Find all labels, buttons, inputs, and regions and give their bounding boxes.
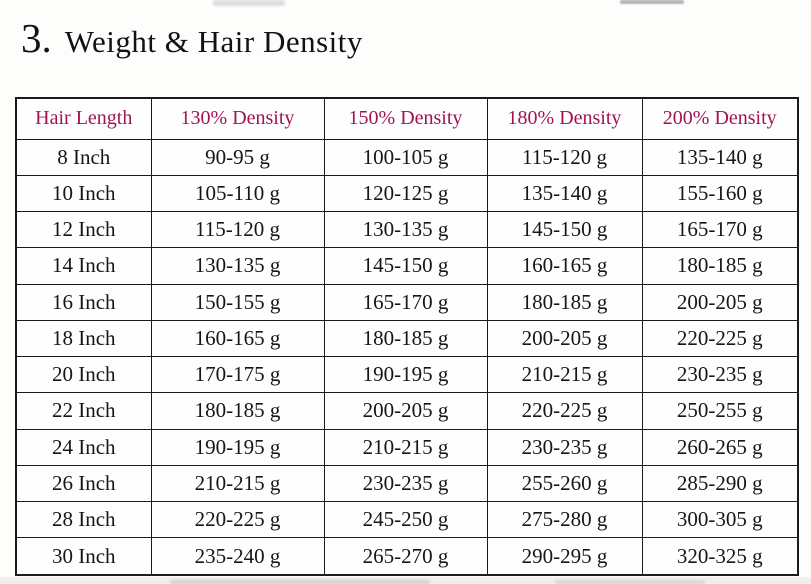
- hair-length-cell: 22 Inch: [15, 392, 152, 430]
- weight-cell: 220-225 g: [486, 392, 643, 430]
- table-row: 18 Inch 160-165 g 180-185 g 200-205 g 220-22…: [15, 319, 799, 358]
- weight-cell: 210-215 g: [486, 356, 643, 394]
- weight-cell: 210-215 g: [323, 428, 488, 466]
- weight-cell: 290-295 g: [486, 537, 643, 576]
- weight-cell: 170-175 g: [150, 356, 325, 394]
- hair-length-cell: 30 Inch: [15, 537, 152, 576]
- weight-cell: 100-105 g: [323, 138, 488, 176]
- hair-length-cell: 12 Inch: [15, 211, 152, 249]
- weight-cell: 320-325 g: [641, 537, 799, 576]
- table-row: 22 Inch 180-185 g 200-205 g 220-225 g 250-25…: [15, 392, 799, 430]
- section-number: 3.: [21, 15, 52, 61]
- table-row: 28 Inch 220-225 g 245-250 g 275-280 g 300-30…: [15, 501, 799, 539]
- weight-cell: 165-170 g: [641, 211, 799, 249]
- weight-cell: 200-205 g: [486, 319, 643, 358]
- weight-cell: 130-135 g: [323, 211, 488, 249]
- header-row: Hair Length 130% Density 150% Density 180% …: [15, 97, 799, 140]
- table-row: 24 Inch 190-195 g 210-215 g 230-235 g 260-26…: [15, 428, 799, 466]
- weight-cell: 130-135 g: [150, 247, 325, 285]
- weight-cell: 180-185 g: [150, 392, 325, 430]
- table-row: 8 Inch 90-95 g 100-105 g 115-120 g 135-140 g: [15, 138, 799, 176]
- hair-length-cell: 26 Inch: [15, 464, 152, 503]
- weight-cell: 150-155 g: [150, 283, 325, 321]
- weight-cell: 155-160 g: [641, 174, 799, 213]
- weight-cell: 230-235 g: [641, 356, 799, 394]
- hair-length-cell: 10 Inch: [15, 174, 152, 213]
- weight-cell: 230-235 g: [323, 464, 488, 503]
- hair-length-cell: 20 Inch: [15, 356, 152, 394]
- weight-cell: 180-185 g: [486, 283, 643, 321]
- weight-cell: 265-270 g: [323, 537, 488, 576]
- weight-cell: 300-305 g: [641, 501, 799, 539]
- title-text: Weight & Hair Density: [64, 24, 363, 59]
- weight-cell: 285-290 g: [641, 464, 799, 503]
- weight-cell: 145-150 g: [486, 211, 643, 249]
- weight-cell: 135-140 g: [641, 138, 799, 176]
- weight-cell: 90-95 g: [150, 138, 325, 176]
- weight-cell: 200-205 g: [323, 392, 488, 430]
- weight-cell: 160-165 g: [486, 247, 643, 285]
- column-header: 130% Density: [150, 97, 325, 140]
- table-row: 14 Inch 130-135 g 145-150 g 160-165 g 180-18…: [15, 247, 799, 285]
- weight-cell: 105-110 g: [150, 174, 325, 213]
- weight-cell: 200-205 g: [641, 283, 799, 321]
- weight-cell: 190-195 g: [323, 356, 488, 394]
- weight-cell: 220-225 g: [641, 319, 799, 358]
- footer-strip: [0, 577, 811, 584]
- hair-length-cell: 8 Inch: [15, 138, 152, 176]
- weight-cell: 135-140 g: [486, 174, 643, 213]
- weight-cell: 260-265 g: [641, 428, 799, 466]
- weight-cell: 180-185 g: [641, 247, 799, 285]
- weight-cell: 190-195 g: [150, 428, 325, 466]
- weight-cell: 245-250 g: [323, 501, 488, 539]
- weight-cell: 120-125 g: [323, 174, 488, 213]
- cropped-content-artifact-top-left: [213, 0, 285, 6]
- column-header: 180% Density: [486, 97, 643, 140]
- hair-length-cell: 24 Inch: [15, 428, 152, 466]
- table-row: 26 Inch 210-215 g 230-235 g 255-260 g 285-29…: [15, 464, 799, 503]
- cropped-content-artifact-top-right: [620, 0, 684, 4]
- table-row: 30 Inch 235-240 g 265-270 g 290-295 g 320-32…: [15, 537, 799, 576]
- hair-length-cell: 14 Inch: [15, 247, 152, 285]
- weight-cell: 255-260 g: [486, 464, 643, 503]
- hair-length-cell: 16 Inch: [15, 283, 152, 321]
- weight-cell: 115-120 g: [486, 138, 643, 176]
- hair-length-cell: 28 Inch: [15, 501, 152, 539]
- column-header: Hair Length: [15, 97, 152, 140]
- column-header: 200% Density: [641, 97, 799, 140]
- weight-cell: 220-225 g: [150, 501, 325, 539]
- weight-cell: 145-150 g: [323, 247, 488, 285]
- weight-hair-density-table: Hair Length 130% Density 150% Density 180% …: [15, 97, 799, 576]
- page-title: 3. Weight & Hair Density: [21, 18, 363, 59]
- weight-cell: 115-120 g: [150, 211, 325, 249]
- table-row: 16 Inch 150-155 g 165-170 g 180-185 g 200-20…: [15, 283, 799, 321]
- hair-length-cell: 18 Inch: [15, 319, 152, 358]
- weight-cell: 180-185 g: [323, 319, 488, 358]
- weight-cell: 165-170 g: [323, 283, 488, 321]
- weight-cell: 275-280 g: [486, 501, 643, 539]
- weight-cell: 235-240 g: [150, 537, 325, 576]
- weight-cell: 230-235 g: [486, 428, 643, 466]
- table-body: 8 Inch 90-95 g 100-105 g 115-120 g 135-140 g…: [15, 138, 799, 576]
- weight-cell: 210-215 g: [150, 464, 325, 503]
- table-row: 20 Inch 170-175 g 190-195 g 210-215 g 230-23…: [15, 356, 799, 394]
- weight-cell: 250-255 g: [641, 392, 799, 430]
- weight-cell: 160-165 g: [150, 319, 325, 358]
- table-row: 10 Inch 105-110 g 120-125 g 135-140 g 155-16…: [15, 174, 799, 213]
- column-header: 150% Density: [323, 97, 488, 140]
- table-row: 12 Inch 115-120 g 130-135 g 145-150 g 165-17…: [15, 211, 799, 249]
